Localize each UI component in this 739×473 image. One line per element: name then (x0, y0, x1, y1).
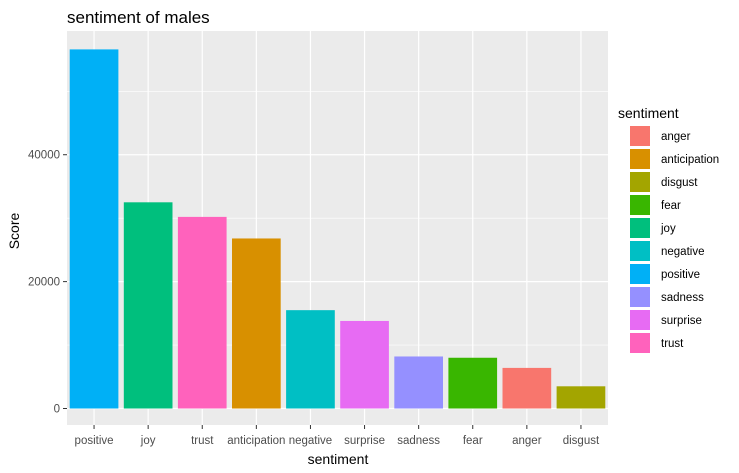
y-axis-title: Score (6, 213, 22, 250)
bar-joy (123, 202, 173, 409)
bars (69, 49, 606, 409)
bar-negative (286, 310, 335, 409)
legend-label-sadness: sadness (661, 292, 704, 304)
x-tick-label-positive: positive (75, 435, 114, 447)
legend-key-anticipation (630, 149, 650, 169)
x-tick-label-disgust: disgust (563, 435, 600, 447)
legend: sentiment anger anticipation disgust fear jo… (618, 105, 719, 353)
x-tick-label-trust: trust (191, 435, 214, 447)
x-tick-label-joy: joy (140, 435, 156, 447)
legend-key-fear (630, 195, 650, 215)
legend-key-anger (630, 126, 650, 146)
y-tick-label: 0 (54, 404, 60, 416)
legend-title: sentiment (618, 105, 679, 121)
legend-key-positive (630, 264, 650, 284)
x-tick-label-anticipation: anticipation (227, 435, 285, 447)
x-tick-label-surprise: surprise (344, 435, 385, 447)
x-tick-label-fear: fear (463, 435, 483, 447)
bar-surprise (340, 320, 389, 409)
x-tick-label-negative: negative (289, 435, 332, 447)
legend-label-fear: fear (661, 200, 681, 212)
x-tick-label-sadness: sadness (397, 435, 440, 447)
legend-key-negative (630, 241, 650, 261)
bar-anger (502, 367, 552, 409)
y-tick-label: 20000 (28, 277, 60, 289)
legend-key-surprise (630, 310, 650, 330)
legend-label-negative: negative (661, 246, 704, 258)
legend-label-disgust: disgust (661, 177, 698, 189)
x-axis-title: sentiment (308, 451, 369, 467)
bar-trust (177, 216, 227, 409)
chart-title: sentiment of males (67, 8, 210, 27)
legend-key-joy (630, 218, 650, 238)
bar-positive (69, 49, 119, 409)
legend-label-surprise: surprise (661, 315, 702, 327)
legend-label-joy: joy (660, 223, 676, 235)
legend-key-disgust (630, 172, 650, 192)
bar-sadness (394, 356, 443, 409)
bar-anticipation (232, 238, 281, 409)
legend-label-trust: trust (661, 338, 684, 350)
x-axis: positive joy trust anticipation negative surp… (75, 425, 600, 447)
y-axis: 0 20000 40000 (28, 150, 67, 416)
legend-key-trust (630, 333, 650, 353)
y-tick-label: 40000 (28, 150, 60, 162)
bar-fear (448, 357, 498, 409)
bar-disgust (556, 386, 606, 409)
legend-label-anticipation: anticipation (661, 154, 719, 166)
x-tick-label-anger: anger (512, 435, 542, 447)
legend-label-positive: positive (661, 269, 700, 281)
legend-label-anger: anger (661, 131, 691, 143)
legend-key-sadness (630, 287, 650, 307)
